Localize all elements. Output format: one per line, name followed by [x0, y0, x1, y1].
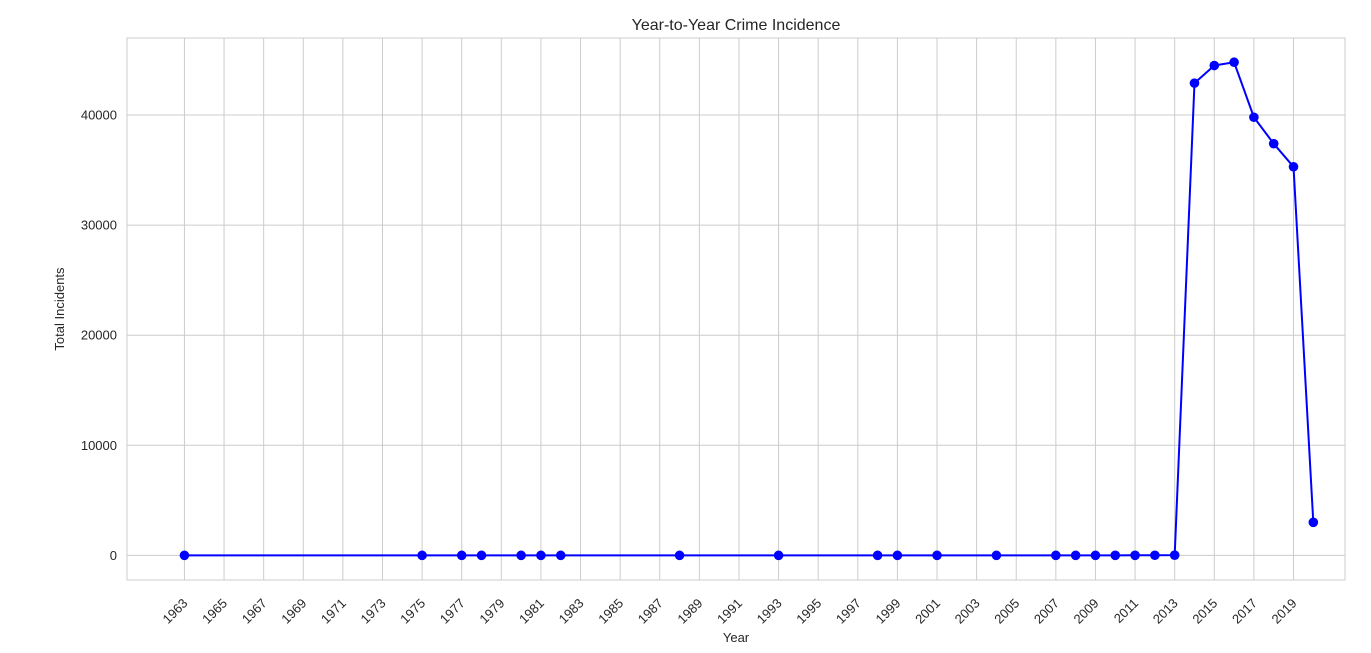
x-tick-label: 1971 — [318, 596, 349, 627]
data-point — [1090, 550, 1101, 561]
y-tick-label: 0 — [110, 548, 117, 563]
x-tick-label: 2001 — [912, 596, 943, 627]
x-tick-label: 2007 — [1031, 596, 1062, 627]
data-point — [456, 550, 467, 561]
data-point — [1308, 517, 1319, 528]
series-layer — [179, 57, 1319, 561]
x-tick-label: 1995 — [793, 596, 824, 627]
plot-frame — [126, 37, 1346, 581]
plot-background — [127, 38, 1345, 580]
data-point — [1110, 550, 1121, 561]
x-tick-label: 1965 — [199, 596, 230, 627]
x-tick-labels: 1963 1965 1967 1969 1971 1973 1975 1977 1979 1981… — [159, 596, 1299, 627]
data-point — [1150, 550, 1160, 561]
x-tick-label: 2003 — [952, 596, 983, 627]
data-point — [991, 550, 1002, 561]
x-tick-label: 1973 — [358, 596, 389, 627]
data-point — [476, 550, 487, 561]
data-point — [516, 550, 526, 561]
x-tick-label: 2015 — [1189, 596, 1220, 627]
data-point — [773, 550, 784, 561]
x-tick-label: 1985 — [595, 596, 626, 627]
data-point — [1288, 161, 1299, 172]
x-gridlines — [183, 38, 1295, 580]
data-point — [1189, 78, 1200, 88]
x-tick-label: 1989 — [674, 596, 705, 627]
chart-title: Year-to-Year Crime Incidence — [632, 17, 841, 34]
x-tick-label: 1975 — [397, 596, 428, 627]
data-point — [1268, 138, 1279, 149]
x-tick-label: 1977 — [437, 596, 468, 627]
x-tick-label: 2005 — [991, 596, 1022, 627]
x-tick-label: 2013 — [1150, 596, 1181, 627]
x-tick-label: 1987 — [635, 596, 666, 627]
x-tick-label: 1999 — [872, 596, 903, 627]
data-point — [1229, 57, 1239, 68]
data-point — [1130, 550, 1140, 561]
data-point — [555, 550, 566, 561]
x-tick-label: 2011 — [1111, 596, 1141, 626]
x-tick-label: 1969 — [278, 596, 309, 627]
y-axis-label: Total Incidents — [52, 267, 67, 351]
x-tick-label: 2019 — [1269, 596, 1300, 627]
x-tick-label: 2017 — [1229, 596, 1260, 627]
x-tick-label: 1979 — [476, 596, 507, 627]
data-point — [1070, 550, 1081, 561]
data-point — [417, 550, 427, 561]
x-tick-label: 1993 — [754, 596, 785, 627]
data-point — [1209, 60, 1220, 71]
x-tick-label: 1981 — [516, 596, 547, 627]
x-tick-label: 2009 — [1071, 596, 1102, 627]
data-point — [1051, 550, 1061, 561]
y-tick-labels: 0 10000 20000 30000 40000 — [81, 108, 117, 563]
data-point — [892, 550, 903, 561]
y-tick-label: 20000 — [81, 328, 117, 343]
x-tick-label: 1963 — [159, 596, 190, 627]
y-tick-label: 10000 — [81, 438, 117, 453]
data-point — [872, 550, 883, 561]
x-tick-label: 1983 — [556, 596, 587, 627]
x-tick-label: 1997 — [833, 596, 864, 627]
data-point — [1249, 112, 1259, 123]
x-tick-label: 1991 — [714, 596, 745, 627]
y-tick-label: 30000 — [81, 218, 117, 233]
x-tick-label: 1967 — [239, 596, 270, 627]
data-point — [932, 550, 942, 561]
y-tick-label: 40000 — [81, 108, 117, 123]
data-point — [179, 550, 190, 561]
data-point — [536, 550, 546, 561]
x-axis-label: Year — [723, 630, 750, 645]
data-point — [674, 550, 685, 561]
data-point — [1169, 550, 1180, 560]
